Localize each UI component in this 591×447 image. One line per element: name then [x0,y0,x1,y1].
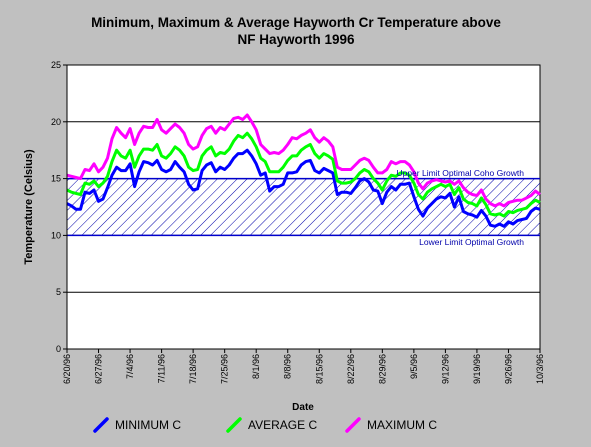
x-tick-label: 7/18/96 [188,354,198,384]
x-tick-label: 7/11/96 [157,354,167,383]
x-ticks: 6/20/96 6/27/96 7/4/96 7/11/96 7/18/96 7/25/9… [62,349,545,384]
lower-limit-label: Lower Limit Optimal Growth [419,237,524,247]
legend-swatch-average-c [226,417,242,433]
y-ticks: 0 5 10 15 20 25 [51,60,67,354]
x-tick-label: 9/12/96 [440,354,450,384]
optimal-growth-band [67,177,540,237]
y-tick-label: 0 [56,344,61,354]
y-axis-label: Temperature (Celsius) [23,149,35,265]
y-tick-label: 5 [56,287,61,297]
chart-title-line2: NF Hayworth 1996 [237,32,355,47]
x-tick-label: 9/19/96 [472,354,482,384]
x-tick-label: 7/25/96 [220,354,230,384]
x-tick-label: 6/20/96 [62,354,72,384]
band-hatch [67,178,540,236]
y-tick-label: 20 [51,117,61,127]
series-line-minimum-c [66,148,541,228]
x-tick-label: 8/15/96 [314,354,324,384]
x-tick-label: 8/22/96 [346,354,356,384]
y-tick-label: 10 [51,230,61,240]
legend-label-maximum-c: MAXIMUM C [367,418,437,432]
legend-swatch-maximum-c [345,417,361,433]
x-tick-label: 10/3/96 [535,354,545,384]
y-tick-label: 25 [51,60,61,70]
upper-limit-label: Upper Limit Optimal Coho Growth [396,168,524,178]
legend-label-average-c: AVERAGE C [248,418,317,432]
series-lines [66,113,541,228]
legend-label-minimum-c: MINIMUM C [115,418,181,432]
x-tick-label: 7/4/96 [125,354,135,379]
x-tick-label: 9/26/96 [503,354,513,384]
x-axis-label: Date [292,402,314,413]
legend: MINIMUM C AVERAGE C MAXIMUM C [93,417,437,433]
x-tick-label: 8/8/96 [283,354,293,379]
series-line-average-c [66,131,541,218]
x-tick-label: 6/27/96 [94,354,104,384]
chart-title-line1: Minimum, Maximum & Average Hayworth Cr T… [91,15,501,30]
x-tick-label: 9/5/96 [409,354,419,379]
legend-swatch-minimum-c [93,417,109,433]
y-tick-label: 15 [51,174,61,184]
x-tick-label: 8/29/96 [377,354,387,384]
series-line-maximum-c [66,113,541,208]
x-tick-label: 8/1/96 [251,354,261,379]
